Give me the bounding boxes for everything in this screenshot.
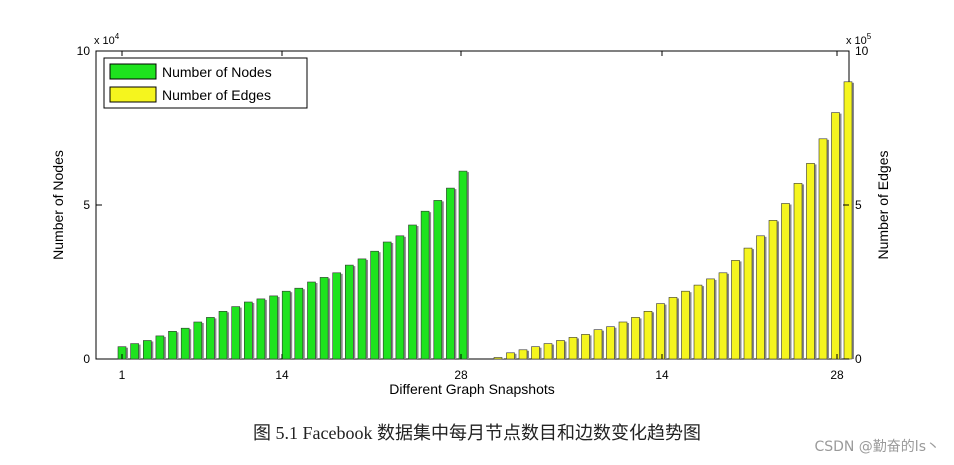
x-tick-28-left: 28	[454, 368, 468, 382]
nodes-bar	[332, 272, 342, 360]
nodes-bar	[155, 335, 165, 360]
nodes-bar	[307, 281, 316, 360]
left-tick-10: 10	[77, 44, 91, 58]
legend-label-nodes: Number of Nodes	[162, 64, 272, 80]
right-tick-5: 5	[855, 198, 862, 212]
edges-bar	[843, 81, 853, 360]
x-axis-label: Different Graph Snapshots	[389, 381, 555, 397]
edges-bar	[806, 163, 815, 360]
x-tick-28-right: 28	[830, 368, 844, 382]
legend: Number of Nodes Number of Edges	[103, 57, 308, 109]
edges-bars	[493, 81, 854, 360]
nodes-bar	[143, 340, 152, 360]
legend-swatch-nodes	[109, 63, 157, 80]
figure-caption: 图 5.1 Facebook 数据集中每月节点数目和边数变化趋势图	[253, 423, 701, 443]
edges-bar	[568, 337, 578, 360]
right-tick-0: 0	[855, 352, 862, 366]
edges-bar	[681, 290, 690, 360]
right-multiplier: x 105	[846, 32, 872, 47]
legend-swatch-edges	[109, 86, 157, 103]
edges-bar	[643, 310, 653, 360]
y-axis-label-left: Number of Nodes	[50, 150, 66, 260]
edges-bar	[768, 220, 778, 360]
nodes-bar	[370, 250, 379, 360]
edges-bar	[793, 183, 803, 360]
edges-bar	[718, 272, 728, 360]
nodes-bar	[218, 310, 228, 360]
nodes-bar	[168, 330, 177, 360]
edges-bar	[543, 343, 553, 360]
nodes-bar	[344, 264, 354, 360]
right-tick-10: 10	[855, 44, 869, 58]
nodes-bar	[130, 343, 139, 360]
nodes-bar	[319, 277, 329, 360]
nodes-bars	[117, 170, 469, 360]
nodes-bar	[446, 187, 455, 360]
edges-bar	[506, 352, 515, 360]
nodes-bar	[256, 298, 266, 360]
edges-bar	[618, 321, 628, 360]
edges-bar	[818, 138, 828, 360]
y-axis-label-right: Number of Edges	[875, 151, 891, 260]
legend-label-edges: Number of Edges	[162, 87, 271, 103]
nodes-bar	[244, 301, 253, 360]
edges-bar	[781, 203, 790, 360]
nodes-bar	[420, 210, 430, 360]
edges-bar	[581, 334, 590, 360]
nodes-bar	[395, 235, 405, 360]
edges-bar	[593, 329, 603, 360]
edges-bar	[518, 349, 528, 360]
nodes-bar	[433, 200, 443, 360]
x-tick-14-left: 14	[275, 368, 289, 382]
edges-bar	[831, 112, 840, 360]
edges-bar	[631, 317, 640, 360]
left-multiplier: x 104	[94, 32, 120, 47]
nodes-bar	[357, 258, 367, 360]
nodes-bar	[206, 317, 215, 360]
nodes-bar	[180, 327, 190, 360]
edges-bar	[756, 235, 765, 360]
nodes-bar	[193, 321, 203, 360]
left-tick-5: 5	[83, 198, 90, 212]
nodes-bar	[458, 170, 468, 360]
edges-bar	[668, 297, 678, 360]
nodes-bar	[231, 306, 240, 360]
nodes-bar	[294, 287, 304, 360]
left-tick-0: 0	[83, 352, 90, 366]
edges-bar	[731, 260, 740, 360]
nodes-bar	[269, 295, 278, 360]
edges-bar	[531, 346, 540, 360]
nodes-bar	[281, 290, 291, 360]
edges-bar	[493, 357, 503, 360]
edges-bar	[706, 278, 715, 360]
edges-bar	[656, 303, 665, 360]
edges-bar	[743, 247, 753, 360]
x-tick-14-right: 14	[655, 368, 669, 382]
nodes-bar	[382, 241, 392, 360]
axis-ticks	[96, 50, 849, 360]
nodes-bar	[408, 224, 417, 360]
edges-bar	[556, 340, 565, 360]
watermark: CSDN @勤奋的ls丶	[814, 439, 940, 455]
edges-bar	[693, 284, 703, 360]
edges-bar	[606, 326, 615, 360]
x-tick-1-left: 1	[119, 368, 126, 382]
